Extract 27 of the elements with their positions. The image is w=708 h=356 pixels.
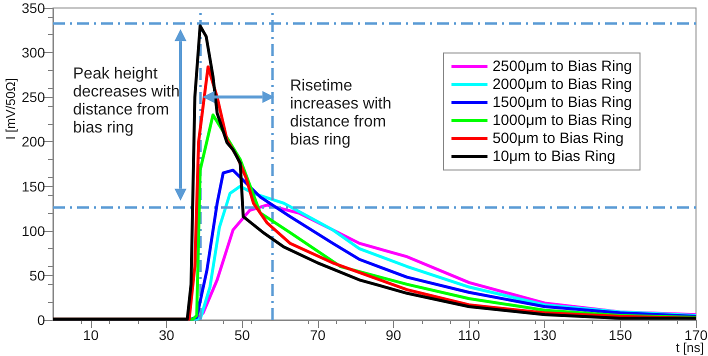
- y-tick-label: 200: [22, 134, 46, 150]
- y-tick-label: 300: [22, 44, 46, 61]
- x-tick-label: 150: [608, 327, 632, 343]
- x-tick-label: 30: [158, 327, 174, 343]
- y-tick-label: 100: [22, 222, 46, 239]
- legend-label: 500μm to Bias Ring: [492, 130, 624, 147]
- x-tick-label: 170: [684, 327, 708, 343]
- legend-label: 2000μm to Bias Ring: [492, 76, 632, 93]
- y-tick-label: 250: [22, 89, 46, 106]
- x-tick-label: 70: [310, 327, 326, 343]
- legend-label: 1000μm to Bias Ring: [492, 112, 632, 129]
- y-tick-label: 150: [22, 178, 46, 194]
- x-tick-label: 90: [386, 327, 402, 343]
- x-tick-label: 50: [234, 327, 250, 343]
- x-axis-title: t [ns]: [676, 340, 704, 355]
- legend-label: 10μm to Bias Ring: [492, 148, 616, 165]
- annotation: Risetime increases with distance from bias ring: [290, 78, 396, 148]
- y-tick-label: 50: [29, 267, 46, 284]
- x-tick-label: 110: [458, 327, 480, 343]
- y-axis-title: I [mV/50Ω]: [3, 78, 18, 140]
- legend-label: 1500μm to Bias Ring: [492, 94, 632, 111]
- y-tick-label: 0: [37, 312, 46, 328]
- y-tick-label: 350: [22, 0, 46, 16]
- annotation: Peak height decreases with distance from bias ring: [73, 66, 184, 136]
- x-tick-label: 130: [533, 327, 557, 343]
- x-tick-label: 10: [83, 327, 99, 343]
- legend-label: 2500μm to Bias Ring: [492, 58, 632, 75]
